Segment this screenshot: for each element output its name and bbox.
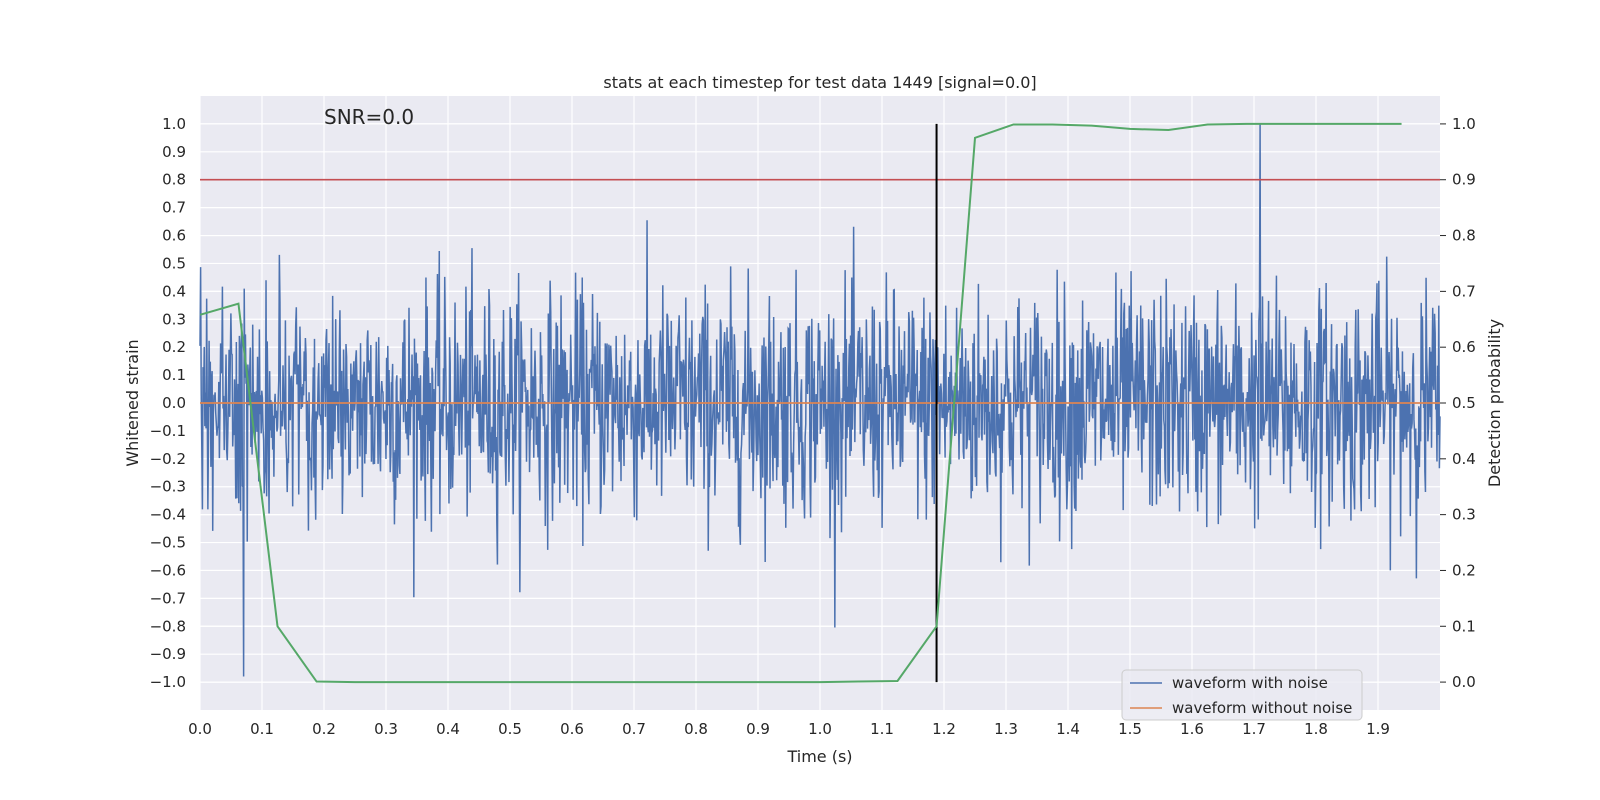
y-tick-label: −1.0 xyxy=(150,673,186,691)
x-tick-label: 1.5 xyxy=(1118,720,1142,738)
y-tick-label: 0.0 xyxy=(162,394,186,412)
y-tick-label: 0.8 xyxy=(162,171,186,189)
x-tick-label: 1.1 xyxy=(870,720,894,738)
y2-axis-label: Detection probability xyxy=(1485,319,1504,487)
y-tick-label: 0.9 xyxy=(162,143,186,161)
y2-tick-label: 0.7 xyxy=(1452,282,1476,300)
y-tick-label: 0.7 xyxy=(162,199,186,217)
y-tick-label: −0.2 xyxy=(150,450,186,468)
x-tick-label: 0.0 xyxy=(188,720,212,738)
y-tick-label: −0.3 xyxy=(150,478,186,496)
y2-tick-label: 0.4 xyxy=(1452,450,1476,468)
y2-tick-label: 0.9 xyxy=(1452,171,1476,189)
y-tick-label: 1.0 xyxy=(162,115,186,133)
x-tick-label: 1.0 xyxy=(808,720,832,738)
series-waveform-with-noise xyxy=(199,123,1441,677)
chart-title: stats at each timestep for test data 144… xyxy=(603,73,1036,92)
x-tick-label: 0.7 xyxy=(622,720,646,738)
x-axis-label: Time (s) xyxy=(786,747,852,766)
y-tick-label: −0.9 xyxy=(150,645,186,663)
x-tick-label: 0.9 xyxy=(746,720,770,738)
y2-tick-labels: 1.0 0.9 0.8 0.7 0.6 0.5 0.4 0.3 0.2 0.1 0.0 xyxy=(1440,115,1476,691)
y2-tick-label: 0.6 xyxy=(1452,338,1476,356)
legend-box xyxy=(1121,669,1363,721)
x-tick-label: 0.8 xyxy=(684,720,708,738)
x-tick-label: 1.3 xyxy=(994,720,1018,738)
y2-tick-label: 0.2 xyxy=(1452,561,1476,579)
series-layer xyxy=(199,122,1441,684)
y-tick-label: 0.1 xyxy=(162,366,186,384)
y-tick-label: −0.1 xyxy=(150,422,186,440)
y-tick-label: 0.5 xyxy=(162,254,186,272)
y2-tick-label: 0.3 xyxy=(1452,506,1476,524)
x-tick-label: 0.5 xyxy=(498,720,522,738)
y-tick-label: −0.4 xyxy=(150,506,186,524)
x-tick-label: 0.2 xyxy=(312,720,336,738)
y-tick-label: −0.6 xyxy=(150,561,186,579)
x-tick-label: 0.4 xyxy=(436,720,460,738)
x-tick-label: 1.8 xyxy=(1304,720,1328,738)
snr-annotation: SNR=0.0 xyxy=(324,105,414,129)
x-tick-label: 0.1 xyxy=(250,720,274,738)
x-tick-label: 1.6 xyxy=(1180,720,1204,738)
y-tick-labels: 1.0 0.9 0.8 0.7 0.6 0.5 0.4 0.3 0.2 0.1 0.0 −0.1 −0.… xyxy=(150,115,186,691)
legend-entry-clean: waveform without noise xyxy=(1172,699,1352,717)
y2-tick-label: 0.0 xyxy=(1452,673,1476,691)
y-tick-label: −0.8 xyxy=(150,617,186,635)
x-tick-label: 0.6 xyxy=(560,720,584,738)
x-tick-label: 1.9 xyxy=(1366,720,1390,738)
legend: waveform with noise waveform without noi… xyxy=(1121,669,1363,721)
x-tick-label: 0.3 xyxy=(374,720,398,738)
y-tick-label: 0.3 xyxy=(162,310,186,328)
y2-tick-label: 1.0 xyxy=(1452,115,1476,133)
y-tick-label: 0.2 xyxy=(162,338,186,356)
y-tick-label: −0.7 xyxy=(150,589,186,607)
y-tick-label: 0.4 xyxy=(162,282,186,300)
y-tick-label: 0.6 xyxy=(162,227,186,245)
y2-tick-label: 0.8 xyxy=(1452,227,1476,245)
y-tick-label: −0.5 xyxy=(150,534,186,552)
x-tick-label: 1.4 xyxy=(1056,720,1080,738)
x-tick-label: 1.7 xyxy=(1242,720,1266,738)
y2-tick-label: 0.1 xyxy=(1452,617,1476,635)
y-axis-label: Whitened strain xyxy=(123,339,142,466)
x-tick-labels: 0.0 0.1 0.2 0.3 0.4 0.5 0.6 0.7 0.8 0.9 1.0 1.1 1.2 1… xyxy=(188,720,1390,738)
x-tick-label: 1.2 xyxy=(932,720,956,738)
series-detection-probability xyxy=(199,122,1402,684)
y2-tick-label: 0.5 xyxy=(1452,394,1476,412)
legend-entry-noise: waveform with noise xyxy=(1172,674,1328,692)
